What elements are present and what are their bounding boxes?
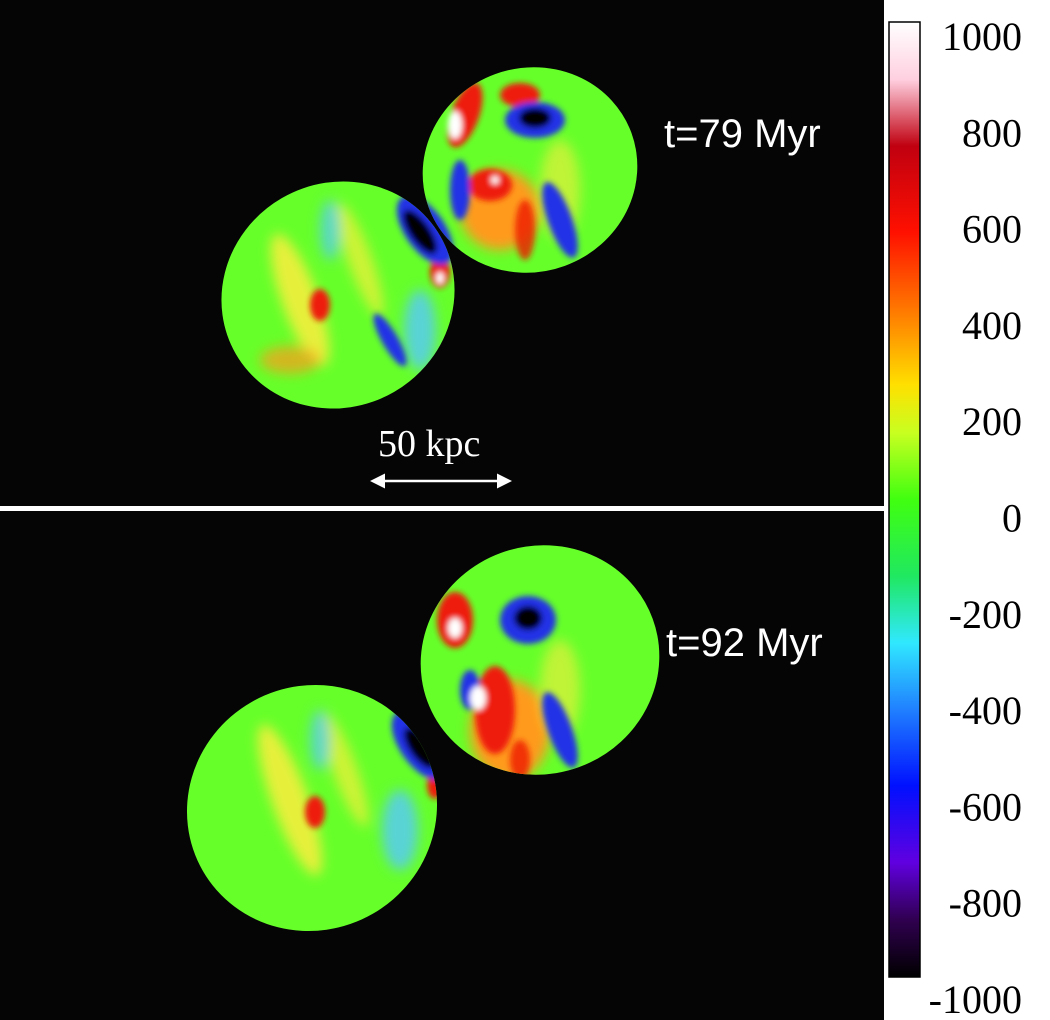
colorbar-tick-label: -200 (949, 592, 1022, 637)
top-time-label: t=79 Myr (664, 112, 821, 156)
colorbar-tick-label: -800 (949, 881, 1022, 926)
colorbar-tick-label: -600 (949, 784, 1022, 829)
bottom-panel-background (0, 511, 884, 1020)
colorbar-ticks: 1000 800 600 400 200 0 -200 -400 -600 -800 -1000 (929, 14, 1022, 1020)
colorbar-tick-label: 0 (1002, 496, 1022, 541)
colorbar-tick-label: 400 (962, 303, 1022, 348)
scale-bar-label: 50 kpc (378, 423, 480, 465)
scale-bar: 50 kpc (370, 423, 512, 489)
bottom-panel: t=92 Myr (0, 511, 884, 1020)
bottom-time-label: t=92 Myr (666, 621, 823, 665)
colorbar-tick-label: -400 (949, 688, 1022, 733)
colorbar-tick-label: 600 (962, 207, 1022, 252)
colorbar-tick-label: 200 (962, 399, 1022, 444)
colorbar-tick-label: 800 (962, 110, 1022, 155)
colorbar-tick-label: -1000 (929, 977, 1022, 1020)
colorbar-tick-label: 1000 (942, 14, 1022, 59)
top-panel: t=79 Myr 50 kpc (0, 0, 884, 506)
colorbar: 1000 800 600 400 200 0 -200 -400 -600 -800 -1000 (888, 14, 1022, 1020)
colorbar-gradient (888, 21, 921, 978)
panel-separator (0, 506, 884, 511)
